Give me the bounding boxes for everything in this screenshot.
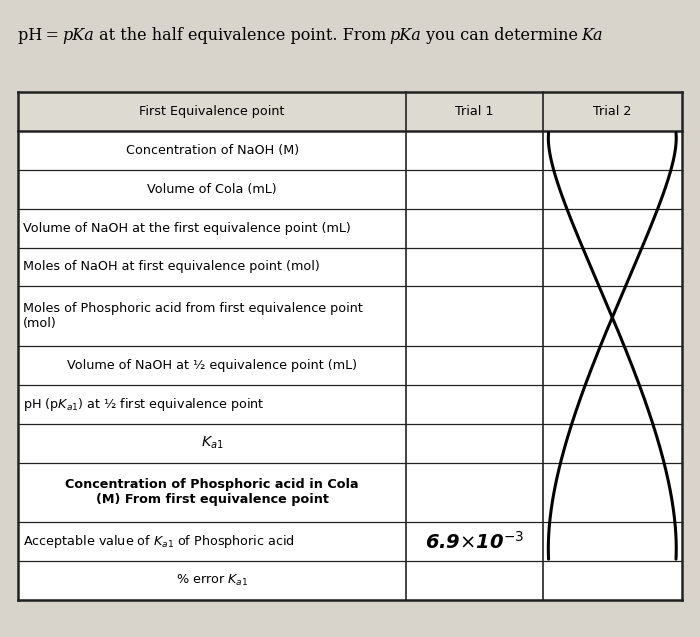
Text: at the half equivalence point. From: at the half equivalence point. From xyxy=(94,27,390,44)
Text: 6.9$\times$10$^{-3}$: 6.9$\times$10$^{-3}$ xyxy=(425,531,524,553)
Text: Volume of NaOH at the first equivalence point (mL): Volume of NaOH at the first equivalence … xyxy=(23,222,351,234)
Text: pH =: pH = xyxy=(18,27,62,44)
Text: pKa: pKa xyxy=(62,27,94,44)
Text: pH (p$K_{a1}$) at ½ first equivalence point: pH (p$K_{a1}$) at ½ first equivalence po… xyxy=(23,396,265,413)
Text: Ka: Ka xyxy=(582,27,603,44)
Bar xyxy=(18,92,682,131)
Text: Moles of Phosphoric acid from first equivalence point
(mol): Moles of Phosphoric acid from first equi… xyxy=(23,302,363,330)
Text: $K_{a1}$: $K_{a1}$ xyxy=(201,435,223,452)
Text: you can determine: you can determine xyxy=(421,27,582,44)
Text: % error $K_{a1}$: % error $K_{a1}$ xyxy=(176,573,248,588)
Text: Trial 1: Trial 1 xyxy=(455,105,493,118)
Text: First Equivalence point: First Equivalence point xyxy=(139,105,285,118)
Text: Concentration of Phosphoric acid in Cola
(M) From first equivalence point: Concentration of Phosphoric acid in Cola… xyxy=(65,478,359,506)
Text: Moles of NaOH at first equivalence point (mol): Moles of NaOH at first equivalence point… xyxy=(23,261,320,273)
Text: Volume of Cola (mL): Volume of Cola (mL) xyxy=(148,183,277,196)
Text: Volume of NaOH at ½ equivalence point (mL): Volume of NaOH at ½ equivalence point (m… xyxy=(67,359,357,372)
Text: Trial 2: Trial 2 xyxy=(593,105,631,118)
Text: pKa: pKa xyxy=(390,27,421,44)
Text: Concentration of NaOH (M): Concentration of NaOH (M) xyxy=(126,144,299,157)
Bar xyxy=(18,92,682,600)
Text: Acceptable value of $K_{a1}$ of Phosphoric acid: Acceptable value of $K_{a1}$ of Phosphor… xyxy=(23,533,295,550)
